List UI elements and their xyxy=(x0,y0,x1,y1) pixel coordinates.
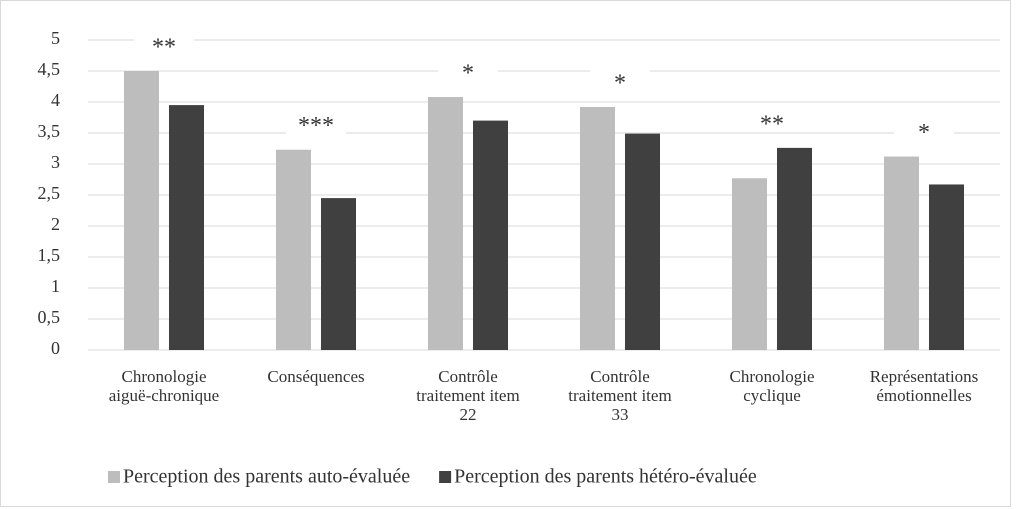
bar xyxy=(732,178,767,350)
y-tick-label: 0 xyxy=(51,338,60,358)
annotation: *** xyxy=(298,113,334,139)
y-tick-label: 3 xyxy=(51,152,60,172)
bar xyxy=(321,198,356,350)
annotation-bg xyxy=(134,33,194,55)
bar xyxy=(929,184,964,350)
annotation: ** xyxy=(760,111,784,137)
annotation: * xyxy=(918,120,930,146)
annotation-bg xyxy=(742,109,802,132)
annotation: * xyxy=(614,70,626,96)
x-tick-label: Représentations émotionnelles xyxy=(869,367,979,405)
y-tick-label: 3,5 xyxy=(38,121,61,141)
y-tick-label: 1 xyxy=(51,276,60,296)
bar xyxy=(473,120,508,350)
legend-label: Perception des parents auto-évaluée xyxy=(123,466,410,488)
bar xyxy=(580,106,615,351)
x-tick-label: Chronologie aiguë-chronique xyxy=(108,367,220,405)
bar xyxy=(625,133,660,350)
legend-swatch xyxy=(439,471,452,483)
bar xyxy=(169,105,204,350)
bar xyxy=(777,147,812,350)
annotation: * xyxy=(462,61,474,87)
y-tick-label: 4 xyxy=(51,90,60,110)
y-tick-label: 5 xyxy=(51,28,60,48)
annotation-bg xyxy=(590,68,650,91)
annotation-bg xyxy=(286,111,346,134)
y-tick-label: 2 xyxy=(51,214,60,234)
x-tick-label: Chronologie cyclique xyxy=(729,367,815,405)
bar xyxy=(428,97,463,350)
y-tick-label: 1,5 xyxy=(38,245,61,265)
x-tick-label: Contrôle traitement item 22 xyxy=(416,367,520,424)
bar xyxy=(276,149,311,350)
legend-swatch xyxy=(108,471,120,483)
y-tick-label: 0,5 xyxy=(38,307,61,327)
annotation-bg xyxy=(438,59,498,82)
y-tick-label: 2,5 xyxy=(38,183,61,203)
annotation: ** xyxy=(152,35,176,61)
legend-label: Perception des parents hétéro-évaluée xyxy=(454,466,757,488)
x-tick-label: Contrôle traitement item 33 xyxy=(568,367,672,424)
x-tick-label: Conséquences xyxy=(267,367,365,386)
annotation-bg xyxy=(894,118,954,141)
y-tick-label: 4,5 xyxy=(38,59,61,79)
bar xyxy=(124,71,159,350)
bar xyxy=(884,156,919,350)
